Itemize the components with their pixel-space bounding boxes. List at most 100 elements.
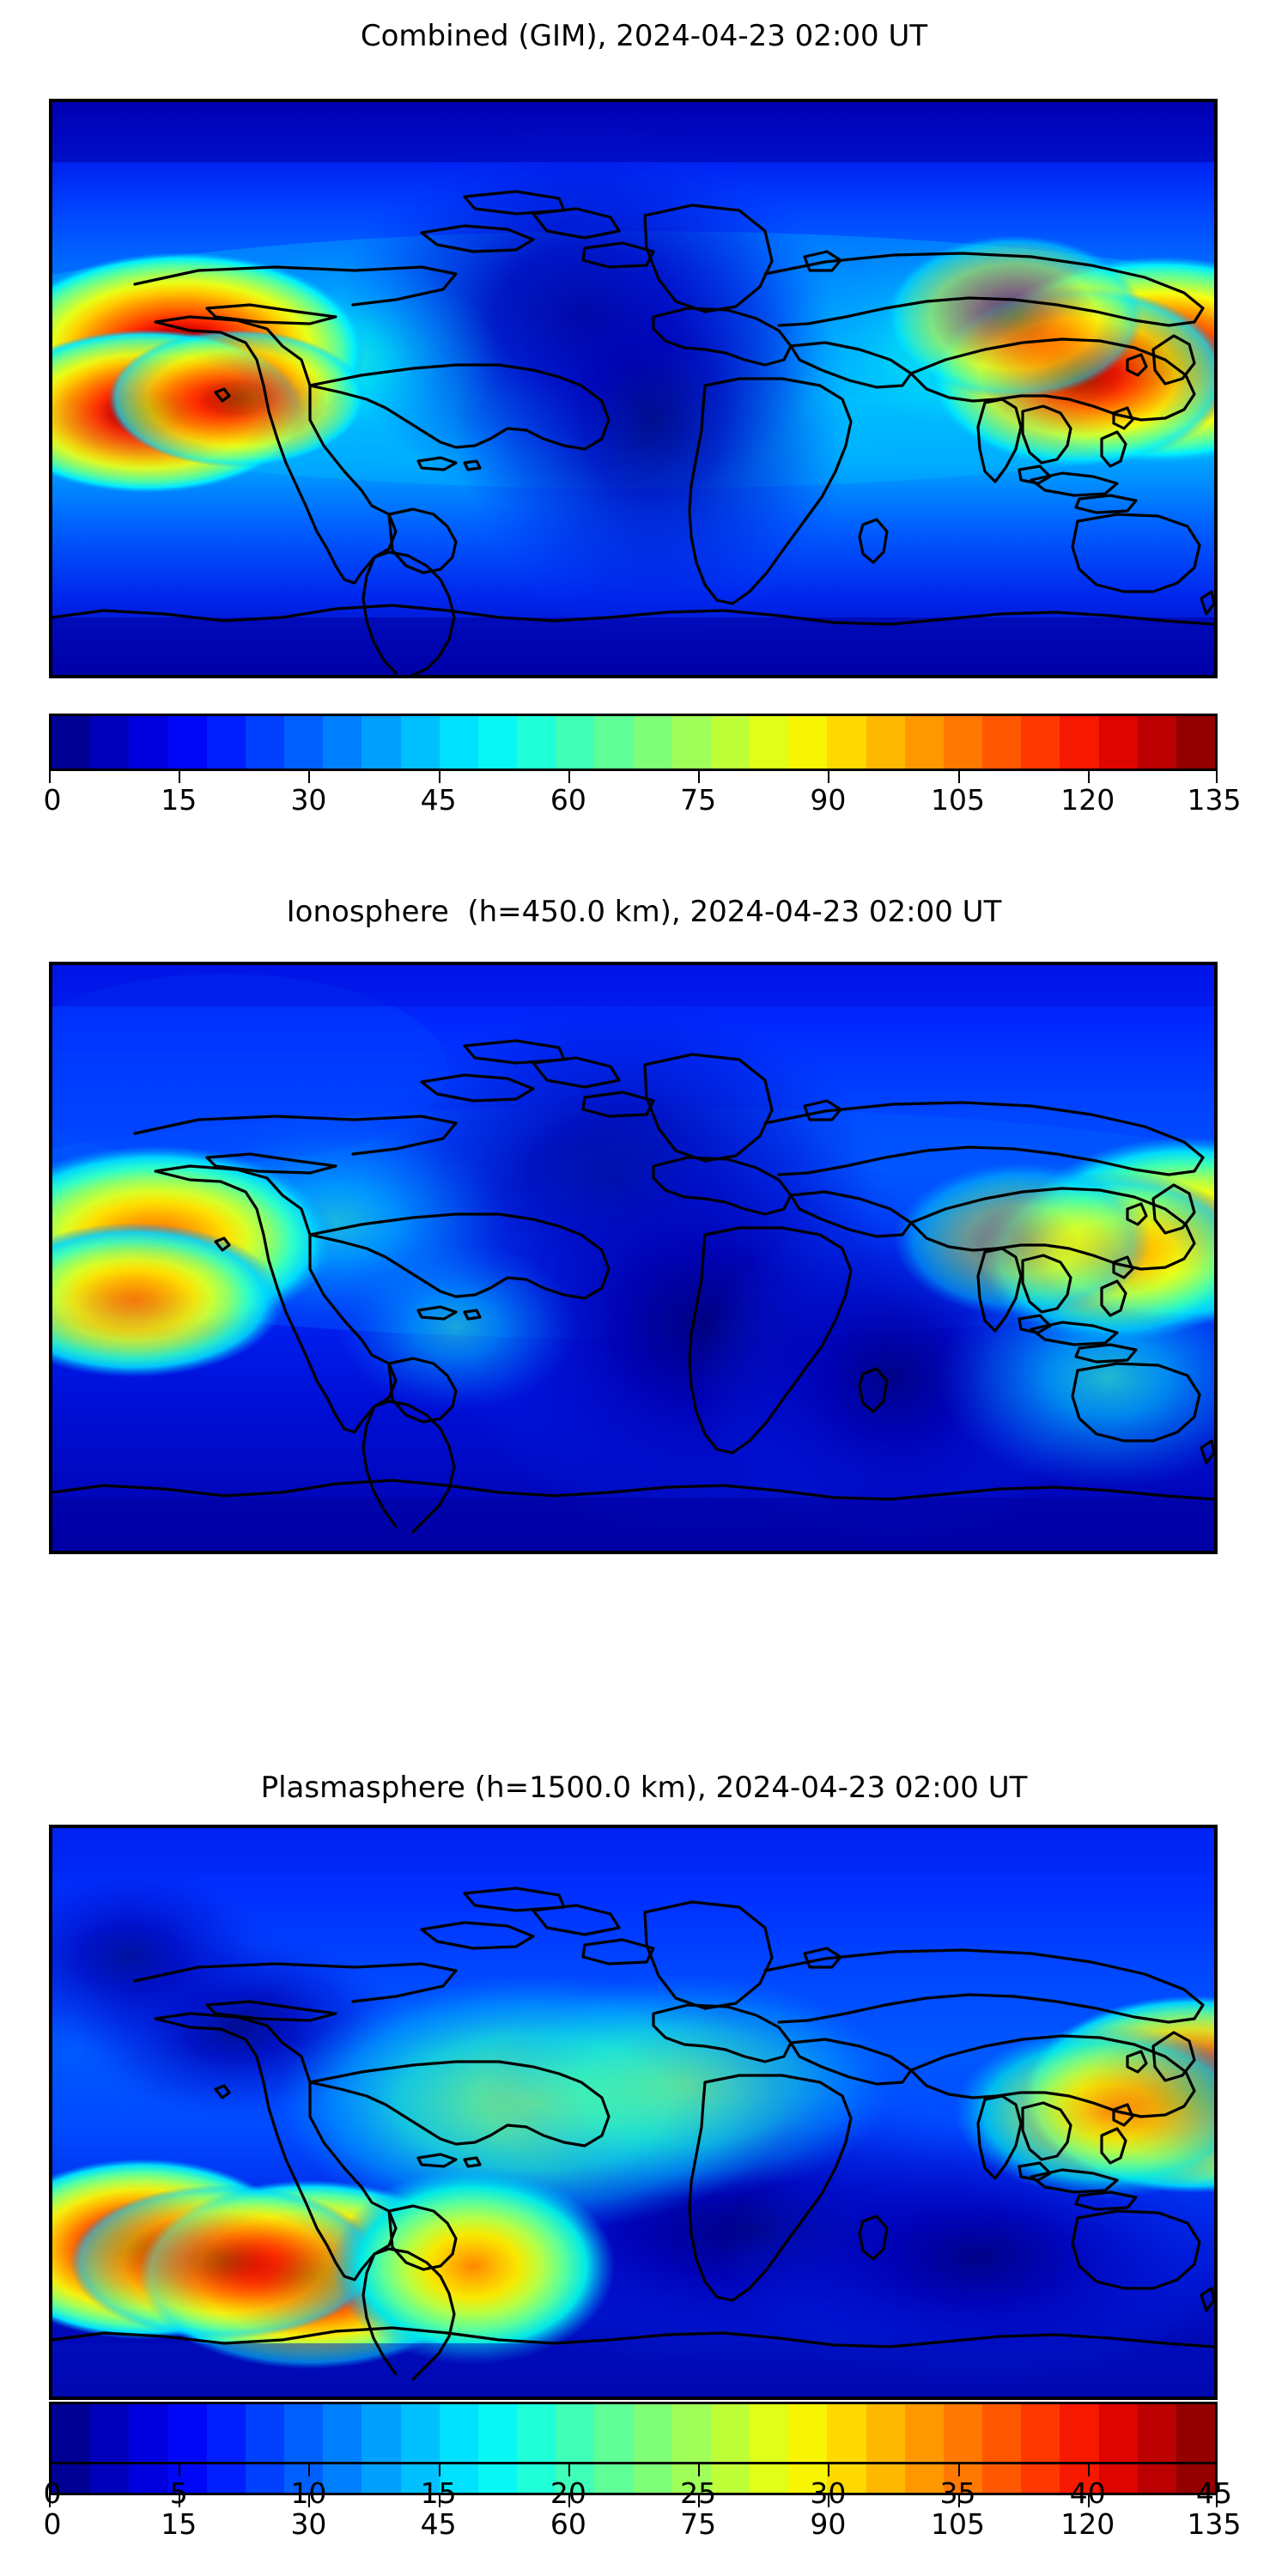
colorbar-segment <box>982 2404 1022 2462</box>
colorbar-plasmasphere: 0 5 10 15 20 25 30 35 40 45 <box>44 2402 1232 2516</box>
colorbar-segment <box>52 716 91 769</box>
colorbar-tick-label: 90 <box>810 783 847 817</box>
coastlines <box>52 190 1214 675</box>
colorbar-segment <box>556 716 595 769</box>
colorbar-tick-label: 120 <box>1060 783 1115 817</box>
colorbar-tick <box>438 2495 440 2507</box>
colorbar-segment <box>90 2404 130 2462</box>
colorbar-segment <box>982 716 1022 769</box>
colorbar-segment <box>245 2404 285 2462</box>
colorbar-segment <box>750 2404 789 2462</box>
colorbar-segment <box>594 716 634 769</box>
colorbar-tick <box>828 2495 830 2507</box>
map-plasmasphere-svg <box>52 1828 1214 2397</box>
colorbar-tick <box>1087 2495 1090 2507</box>
colorbar-segment <box>90 716 130 769</box>
colorbar-segment <box>167 716 207 769</box>
colorbar-tick <box>49 771 51 783</box>
colorbar-combined-ticks <box>49 771 1218 783</box>
colorbar-segment <box>1021 2404 1060 2462</box>
colorbar-segment <box>827 2404 866 2462</box>
colorbar-tick <box>1216 771 1218 783</box>
colorbar-tick-label: 0 <box>43 783 62 817</box>
colorbar-tick-label: 135 <box>1187 2507 1242 2541</box>
colorbar-tick <box>438 771 440 783</box>
colorbar-segment <box>477 716 518 769</box>
map-plasmasphere <box>49 1825 1218 2400</box>
coastlines <box>52 1886 1214 2381</box>
colorbar-tick-label: 90 <box>810 2507 847 2541</box>
colorbar-tick-label: 15 <box>161 783 197 817</box>
colorbar-segment <box>323 716 362 769</box>
colorbar-tick <box>698 2464 701 2476</box>
panel-title-combined: Combined (GIM), 2024-04-23 02:00 UT <box>360 19 928 53</box>
colorbar-tick-label: 5 <box>169 2476 188 2510</box>
colorbar-segment <box>129 716 168 769</box>
colorbar-segment <box>1098 716 1138 769</box>
colorbar-combined-labels: 0 15 30 45 60 75 90 105 120 135 <box>44 783 1242 823</box>
colorbar-segment <box>1137 716 1176 769</box>
colorbar-segment <box>750 716 789 769</box>
colorbar-tick <box>957 2464 960 2476</box>
colorbar-tick <box>568 2464 570 2476</box>
colorbar-tick <box>568 2495 570 2507</box>
colorbar-tick <box>1087 771 1090 783</box>
colorbar-tick-label: 20 <box>550 2476 586 2510</box>
panel-combined: Combined (GIM), 2024-04-23 02:00 UT <box>0 0 1288 859</box>
colorbar-tick <box>308 2495 311 2507</box>
colorbar-combined-strip[interactable] <box>49 714 1218 771</box>
colorbar-tick-label: 10 <box>290 2476 327 2510</box>
colorbar-tick <box>828 771 830 783</box>
colorbar-segment <box>361 716 401 769</box>
colorbar-segment <box>827 716 866 769</box>
colorbar-tick-label: 30 <box>290 783 327 817</box>
colorbar-segment <box>788 716 828 769</box>
colorbar-segment <box>477 2404 518 2462</box>
colorbar-tick <box>698 771 701 783</box>
colorbar-segment <box>1060 2404 1099 2462</box>
colorbar-combined: 0 15 30 45 60 75 90 105 120 135 <box>44 714 1242 823</box>
colorbar-segment <box>284 2404 324 2462</box>
colorbar-tick-label: 120 <box>1060 2507 1115 2541</box>
colorbar-segment <box>1176 2404 1215 2462</box>
colorbar-tick-label: 75 <box>680 783 717 817</box>
colorbar-segment <box>52 2404 91 2462</box>
colorbar-segment <box>788 2404 828 2462</box>
colorbar-segment <box>556 2404 595 2462</box>
colorbar-segment <box>517 2404 556 2462</box>
colorbar-segment <box>671 2404 711 2462</box>
colorbar-ionosphere-ticks <box>49 2495 1218 2507</box>
colorbar-segment <box>633 2404 672 2462</box>
colorbar-tick-label: 60 <box>550 783 586 817</box>
colorbar-segment <box>904 2404 944 2462</box>
colorbar-segment <box>671 716 711 769</box>
colorbar-segment <box>710 716 750 769</box>
colorbar-tick-label: 60 <box>550 2507 586 2541</box>
colorbar-tick-label: 135 <box>1187 783 1242 817</box>
colorbar-segment <box>206 716 246 769</box>
colorbar-tick <box>179 771 181 783</box>
colorbar-segment <box>904 716 944 769</box>
colorbar-segment <box>1176 716 1215 769</box>
colorbar-segment <box>633 716 672 769</box>
colorbar-tick <box>1216 2464 1218 2476</box>
colorbar-tick-label: 0 <box>43 2476 62 2510</box>
colorbar-tick-label: 30 <box>810 2476 847 2510</box>
colorbar-segment <box>594 2404 634 2462</box>
colorbar-segment <box>129 2404 168 2462</box>
colorbar-tick <box>308 2464 311 2476</box>
panel-ionosphere: Ionosphere (h=450.0 km), 2024-04-23 02:0… <box>0 876 1288 2541</box>
colorbar-segment <box>400 716 440 769</box>
panel-plasmasphere: Plasmasphere (h=1500.0 km), 2024-04-23 0… <box>0 1752 1288 2576</box>
colorbar-tick-label: 45 <box>420 783 457 817</box>
colorbar-segment <box>400 2404 440 2462</box>
colorbar-segment <box>284 716 324 769</box>
map-ionosphere-svg <box>52 965 1214 1551</box>
colorbar-segment <box>323 2404 362 2462</box>
colorbar-segment <box>943 716 983 769</box>
colorbar-tick <box>49 2495 51 2507</box>
colorbar-plasmasphere-strip[interactable] <box>49 2402 1218 2464</box>
colorbar-tick-label: 35 <box>939 2476 976 2510</box>
colorbar-segment <box>866 716 905 769</box>
colorbar-segment <box>1098 2404 1138 2462</box>
